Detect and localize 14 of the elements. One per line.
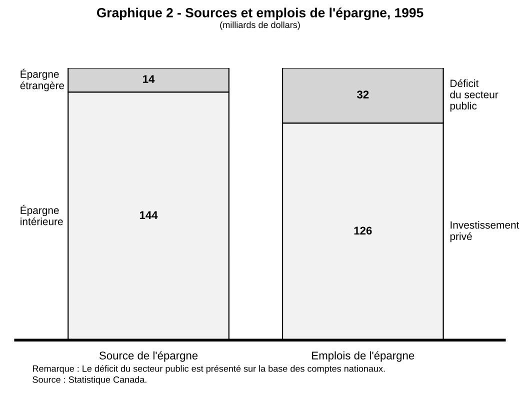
chart-subtitle: (milliards de dollars) xyxy=(220,21,300,30)
source-note: Source : Statistique Canada. xyxy=(32,376,146,385)
series-label: Épargne étrangère xyxy=(20,68,64,92)
data-label: 126 xyxy=(354,226,372,235)
series-label: Épargne intérieure xyxy=(20,204,63,226)
text: Remarque : Le déficit du secteur public est présenté sur la base des comptes nationaux. xyxy=(32,365,385,374)
data-label: 14 xyxy=(143,75,155,83)
data-label: 144 xyxy=(140,211,158,219)
data-label: 32 xyxy=(356,90,369,98)
series-label: Déficit du secteur public xyxy=(450,79,498,112)
chart-title: Graphique 2 - Sources et emplois de l'épargne, 1995 xyxy=(96,8,424,20)
series-label: Investissement privé xyxy=(450,221,520,242)
x-tick-label: Emplois de l'épargne xyxy=(312,351,414,362)
x-tick-label: Source de l'épargne xyxy=(99,351,198,362)
